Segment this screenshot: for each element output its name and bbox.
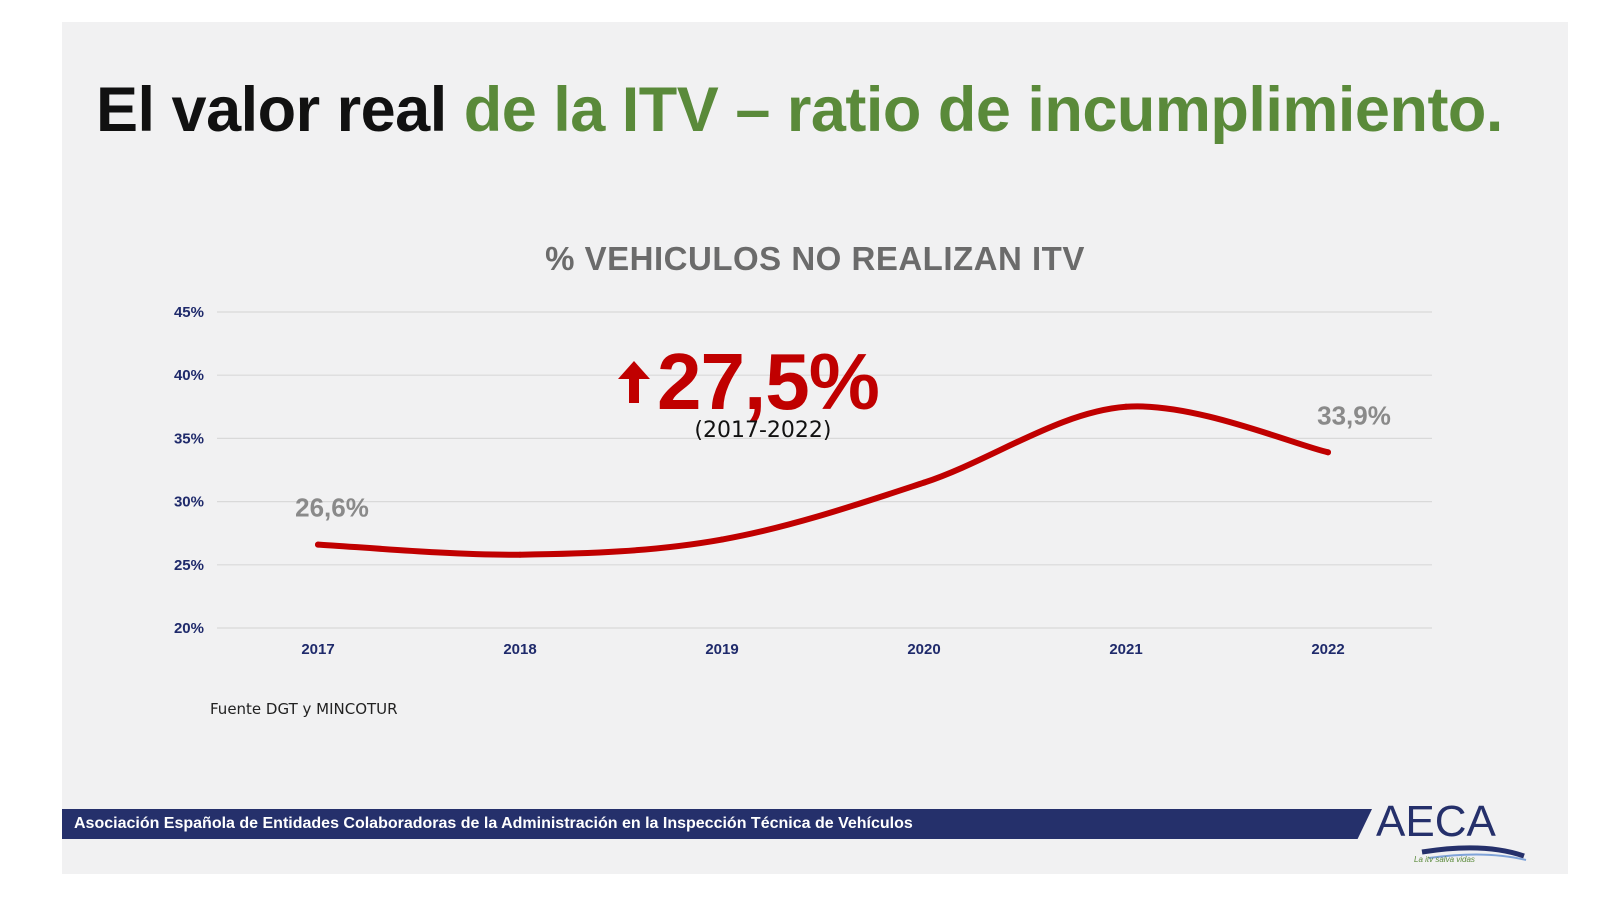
data-point xyxy=(517,551,523,558)
series-line xyxy=(315,403,1331,558)
increase-period: (2017-2022) xyxy=(694,418,832,443)
increase-value: 27,5% xyxy=(657,337,880,426)
y-tick-label: 20% xyxy=(174,620,204,637)
headline-part1: El valor real xyxy=(96,75,447,145)
footer-text: Asociación Española de Entidades Colabor… xyxy=(74,815,913,832)
headline-part2: de la ITV – ratio de incumplimiento. xyxy=(463,75,1504,145)
x-tick-label: 2021 xyxy=(1109,641,1142,658)
y-tick-label: 30% xyxy=(174,494,204,511)
chart-title: % VEHICULOS NO REALIZAN ITV xyxy=(545,240,1085,277)
increase-callout: 27,5% (2017-2022) xyxy=(617,337,880,443)
x-tick-label: 2019 xyxy=(705,641,738,658)
logo-tagline: La itv salva vidas xyxy=(1414,855,1475,864)
x-tick-label: 2018 xyxy=(503,641,536,658)
data-label: 33,9% xyxy=(1317,400,1391,430)
data-point xyxy=(921,479,927,486)
data-label: 26,6% xyxy=(295,493,369,523)
data-point xyxy=(719,536,725,543)
y-tick-label: 25% xyxy=(174,557,204,574)
y-tick-label: 45% xyxy=(174,304,204,321)
x-tick-label: 2020 xyxy=(907,641,940,658)
headline: El valor real de la ITV – ratio de incum… xyxy=(96,74,1503,146)
arrow-up-icon xyxy=(618,361,650,403)
data-point xyxy=(315,541,321,548)
x-tick-label: 2022 xyxy=(1311,641,1344,658)
data-point xyxy=(1123,403,1129,410)
footer-band: Asociación Española de Entidades Colabor… xyxy=(62,809,1372,839)
source-note: Fuente DGT y MINCOTUR xyxy=(210,700,398,718)
logo-name: AECA xyxy=(1376,797,1496,846)
x-tick-label: 2017 xyxy=(301,641,334,658)
data-point xyxy=(1325,449,1331,456)
line-chart: 20% 25% 30% 35% 40% 45% 2017 2018 2019 2020 2021 20… xyxy=(174,304,1432,658)
aeca-logo: AECA La itv salva vidas xyxy=(1376,797,1527,864)
y-tick-label: 35% xyxy=(174,430,204,447)
y-tick-label: 40% xyxy=(174,367,204,384)
slide: El valor real de la ITV – ratio de incum… xyxy=(62,22,1568,874)
